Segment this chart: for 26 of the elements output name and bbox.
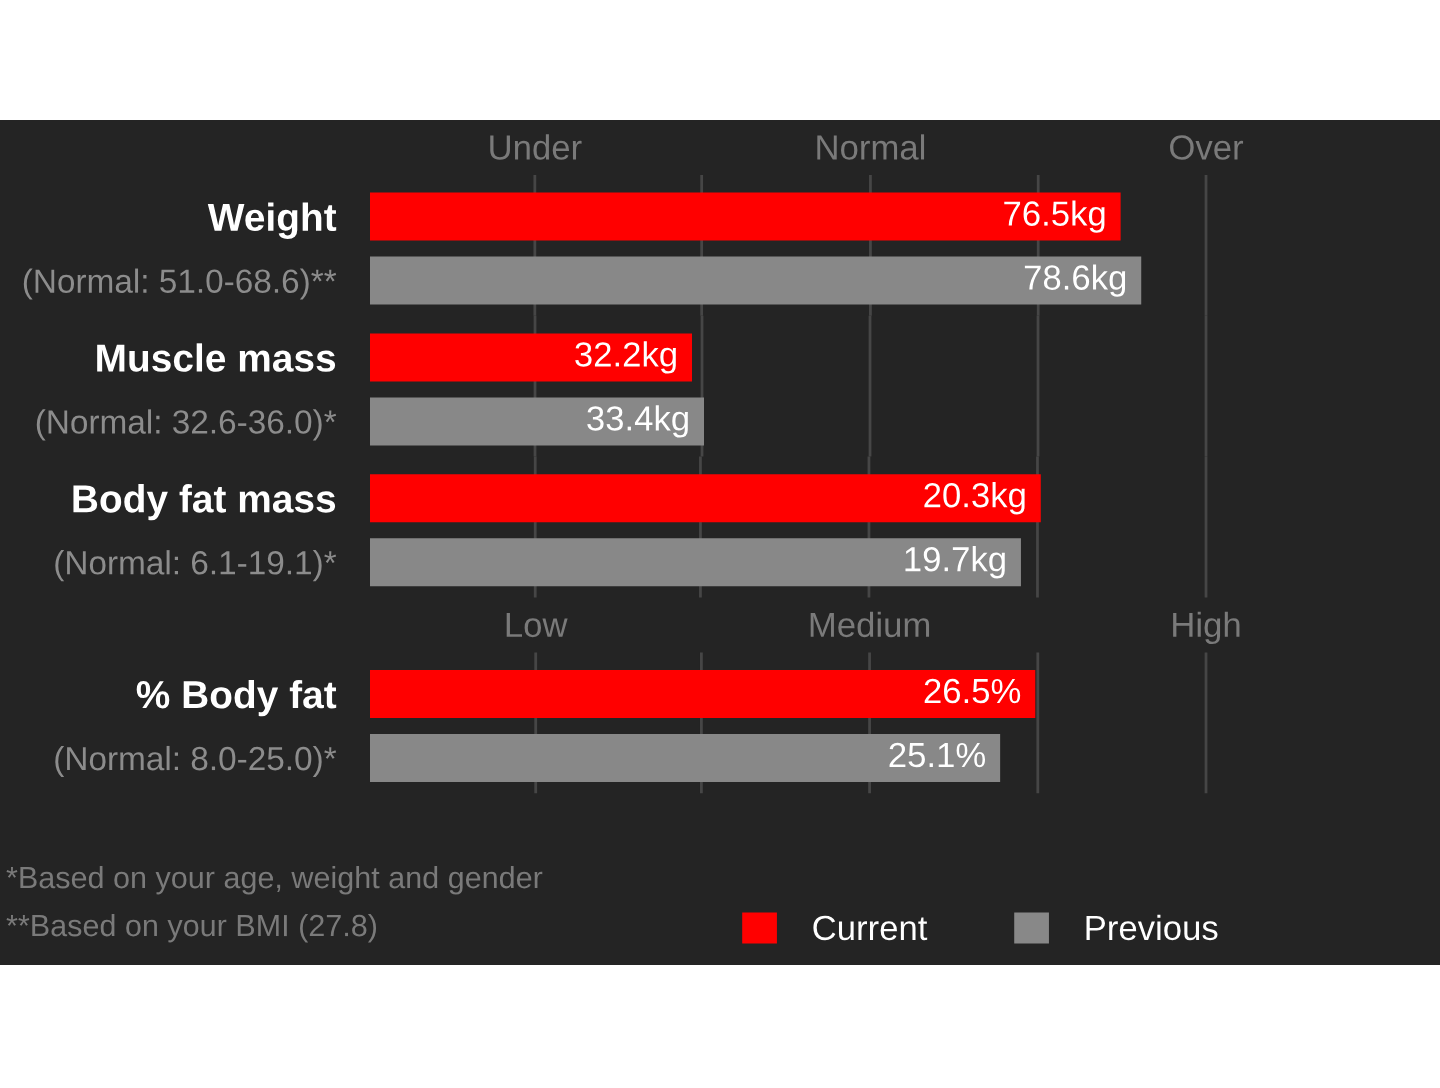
data-label: 76.5kg bbox=[1004, 200, 1105, 233]
ref-line-label: Medium bbox=[810, 611, 930, 638]
text: *Based on your age, weight and gender bbox=[6, 865, 543, 895]
data-label: 19.7kg bbox=[905, 546, 1005, 579]
y-tick-label: (Normal: 32.6-36.0)* bbox=[36, 409, 337, 441]
data-label: 33.4kg bbox=[587, 405, 688, 438]
data-label: 25.1% bbox=[889, 742, 986, 768]
data-label: 32.2kg bbox=[575, 341, 676, 374]
y-tick-label: (Normal: 8.0-25.0)* bbox=[55, 745, 337, 777]
legend-label: Previous bbox=[1086, 914, 1218, 941]
y-tick-label: (Normal: 51.0-68.6)** bbox=[23, 268, 337, 300]
text: **Based on your BMI (27.8) bbox=[6, 913, 377, 943]
y-tick-label: Muscle mass bbox=[97, 343, 336, 372]
data-label: 26.5% bbox=[924, 678, 1021, 704]
legend-label: Current bbox=[813, 915, 928, 941]
ref-line-label: Under bbox=[490, 134, 582, 160]
y-tick-label: (Normal: 6.1-19.1)* bbox=[55, 550, 337, 582]
ref-line-label: Low bbox=[506, 612, 568, 638]
ref-line-label: Over bbox=[1170, 135, 1244, 160]
ref-line-label: High bbox=[1173, 611, 1240, 645]
data-label: 78.6kg bbox=[1024, 264, 1126, 297]
y-tick-label: Weight bbox=[207, 202, 337, 239]
data-label: 20.3kg bbox=[924, 482, 1025, 515]
y-tick-label: % Body fat bbox=[136, 679, 337, 717]
ref-line-label: Normal bbox=[817, 134, 925, 160]
y-tick-label: Body fat mass bbox=[73, 484, 336, 521]
